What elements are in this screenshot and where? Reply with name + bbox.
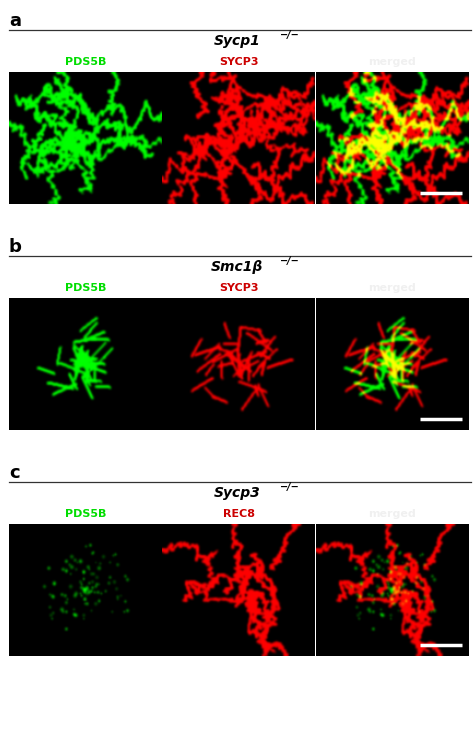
Text: c: c: [9, 464, 19, 481]
Text: merged: merged: [368, 509, 416, 519]
Text: Sycp1: Sycp1: [214, 34, 260, 48]
Text: −/−: −/−: [280, 256, 300, 266]
Text: REC8: REC8: [223, 509, 255, 519]
Text: PDS5B: PDS5B: [65, 283, 106, 293]
Text: −/−: −/−: [280, 482, 300, 492]
Text: PDS5B: PDS5B: [65, 509, 106, 519]
Text: SYCP3: SYCP3: [219, 283, 259, 293]
Text: merged: merged: [368, 283, 416, 293]
Text: Sycp3: Sycp3: [214, 486, 260, 500]
Text: −/−: −/−: [280, 30, 300, 40]
Text: SYCP3: SYCP3: [219, 57, 259, 67]
Text: PDS5B: PDS5B: [65, 57, 106, 67]
Text: a: a: [9, 12, 21, 30]
Text: merged: merged: [368, 57, 416, 67]
Text: Smc1β: Smc1β: [211, 260, 263, 274]
Text: b: b: [9, 238, 22, 256]
